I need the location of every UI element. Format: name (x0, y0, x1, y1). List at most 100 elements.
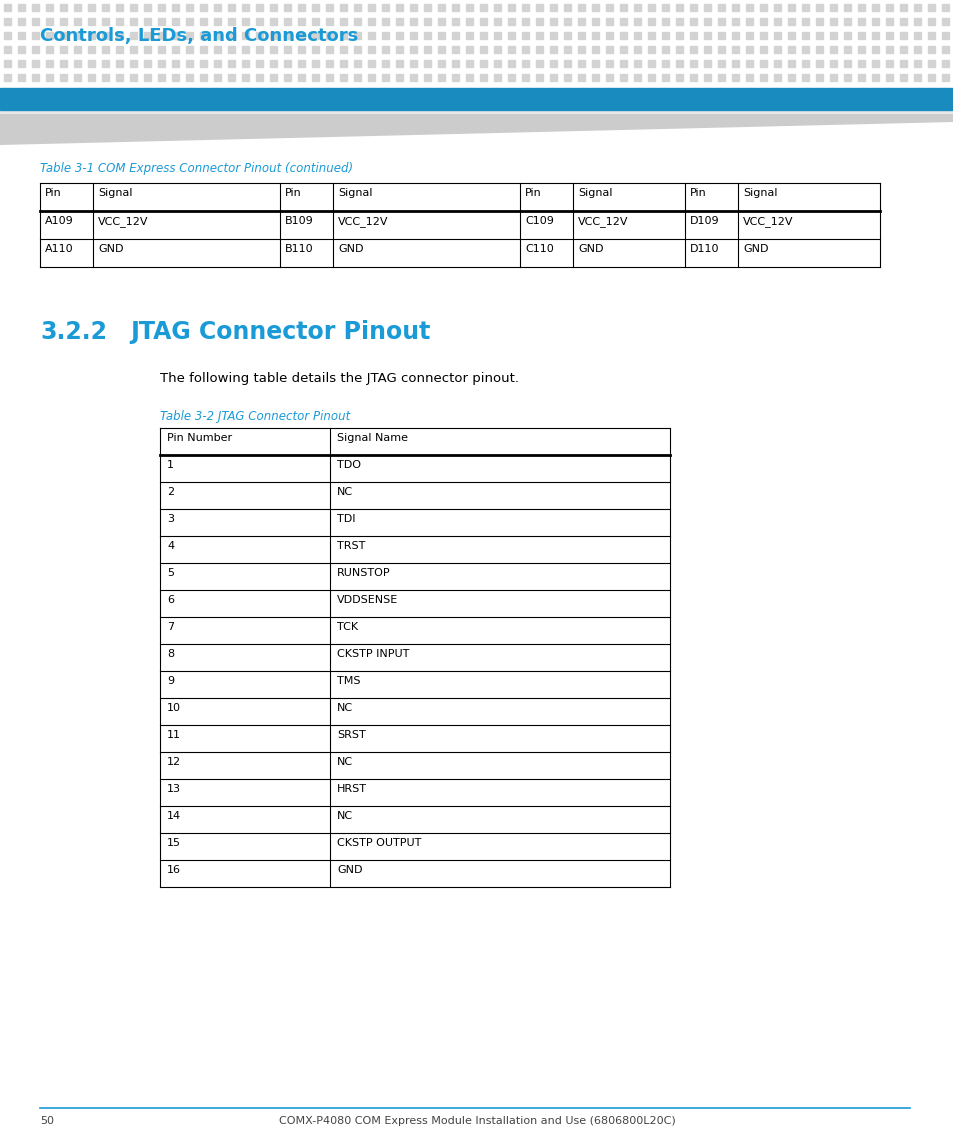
Bar (913, 32, 920, 39)
Bar (410, 74, 416, 81)
Bar (326, 3, 333, 11)
Bar (703, 74, 710, 81)
Bar (829, 32, 836, 39)
Bar (255, 3, 263, 11)
Bar (494, 18, 500, 25)
Bar (88, 18, 95, 25)
Bar (507, 74, 515, 81)
Text: JTAG Connector Pinout: JTAG Connector Pinout (130, 319, 430, 344)
Bar (144, 18, 151, 25)
Bar (74, 60, 81, 68)
Bar (899, 32, 906, 39)
Bar (297, 3, 305, 11)
Bar (381, 32, 389, 39)
Bar (634, 32, 640, 39)
Bar (857, 3, 864, 11)
Bar (270, 60, 276, 68)
Bar (465, 18, 473, 25)
Bar (927, 46, 934, 53)
Bar (689, 32, 697, 39)
Bar (801, 32, 808, 39)
Bar (899, 3, 906, 11)
Bar (801, 3, 808, 11)
Bar (312, 46, 318, 53)
Text: C109: C109 (524, 216, 554, 226)
Bar (255, 60, 263, 68)
Bar (284, 32, 291, 39)
Text: Pin: Pin (285, 188, 301, 198)
Bar (354, 60, 360, 68)
Bar (885, 46, 892, 53)
Bar (536, 3, 542, 11)
Bar (144, 3, 151, 11)
Text: Table 3-1 COM Express Connector Pinout (continued): Table 3-1 COM Express Connector Pinout (… (40, 161, 353, 175)
Bar (843, 74, 850, 81)
Text: D109: D109 (689, 216, 719, 226)
Bar (619, 46, 626, 53)
Bar (494, 74, 500, 81)
Bar (857, 74, 864, 81)
Bar (88, 46, 95, 53)
Bar (843, 18, 850, 25)
Bar (60, 46, 67, 53)
Bar (339, 32, 347, 39)
Text: GND: GND (98, 244, 123, 254)
Bar (368, 46, 375, 53)
Bar (368, 18, 375, 25)
Bar (395, 3, 402, 11)
Bar (144, 60, 151, 68)
Bar (563, 60, 571, 68)
Text: HRST: HRST (336, 784, 367, 793)
Bar (494, 46, 500, 53)
Bar (550, 74, 557, 81)
Bar (745, 3, 752, 11)
Bar (213, 18, 221, 25)
Bar (815, 3, 822, 11)
Bar (60, 60, 67, 68)
Bar (661, 3, 668, 11)
Bar (536, 60, 542, 68)
Bar (507, 32, 515, 39)
Bar (899, 46, 906, 53)
Bar (452, 18, 458, 25)
Bar (703, 3, 710, 11)
Bar (60, 3, 67, 11)
Bar (60, 32, 67, 39)
Bar (200, 74, 207, 81)
Bar (479, 3, 486, 11)
Bar (857, 60, 864, 68)
Bar (787, 18, 794, 25)
Text: RUNSTOP: RUNSTOP (336, 568, 390, 578)
Bar (32, 60, 39, 68)
Bar (703, 32, 710, 39)
Bar (465, 74, 473, 81)
Bar (592, 74, 598, 81)
Bar (536, 32, 542, 39)
Bar (745, 74, 752, 81)
Bar (773, 32, 781, 39)
Bar (354, 46, 360, 53)
Text: 15: 15 (167, 838, 181, 848)
Bar (255, 74, 263, 81)
Bar (116, 18, 123, 25)
Bar (18, 18, 25, 25)
Bar (74, 32, 81, 39)
Bar (158, 60, 165, 68)
Bar (578, 18, 584, 25)
Bar (395, 32, 402, 39)
Bar (689, 18, 697, 25)
Bar (718, 32, 724, 39)
Text: GND: GND (336, 864, 362, 875)
Bar (605, 3, 613, 11)
Bar (479, 60, 486, 68)
Text: TDI: TDI (336, 514, 355, 524)
Bar (927, 18, 934, 25)
Bar (437, 60, 444, 68)
Bar (843, 3, 850, 11)
Bar (563, 3, 571, 11)
Bar (312, 32, 318, 39)
Bar (857, 18, 864, 25)
Bar (284, 46, 291, 53)
Bar (647, 74, 655, 81)
Bar (731, 60, 739, 68)
